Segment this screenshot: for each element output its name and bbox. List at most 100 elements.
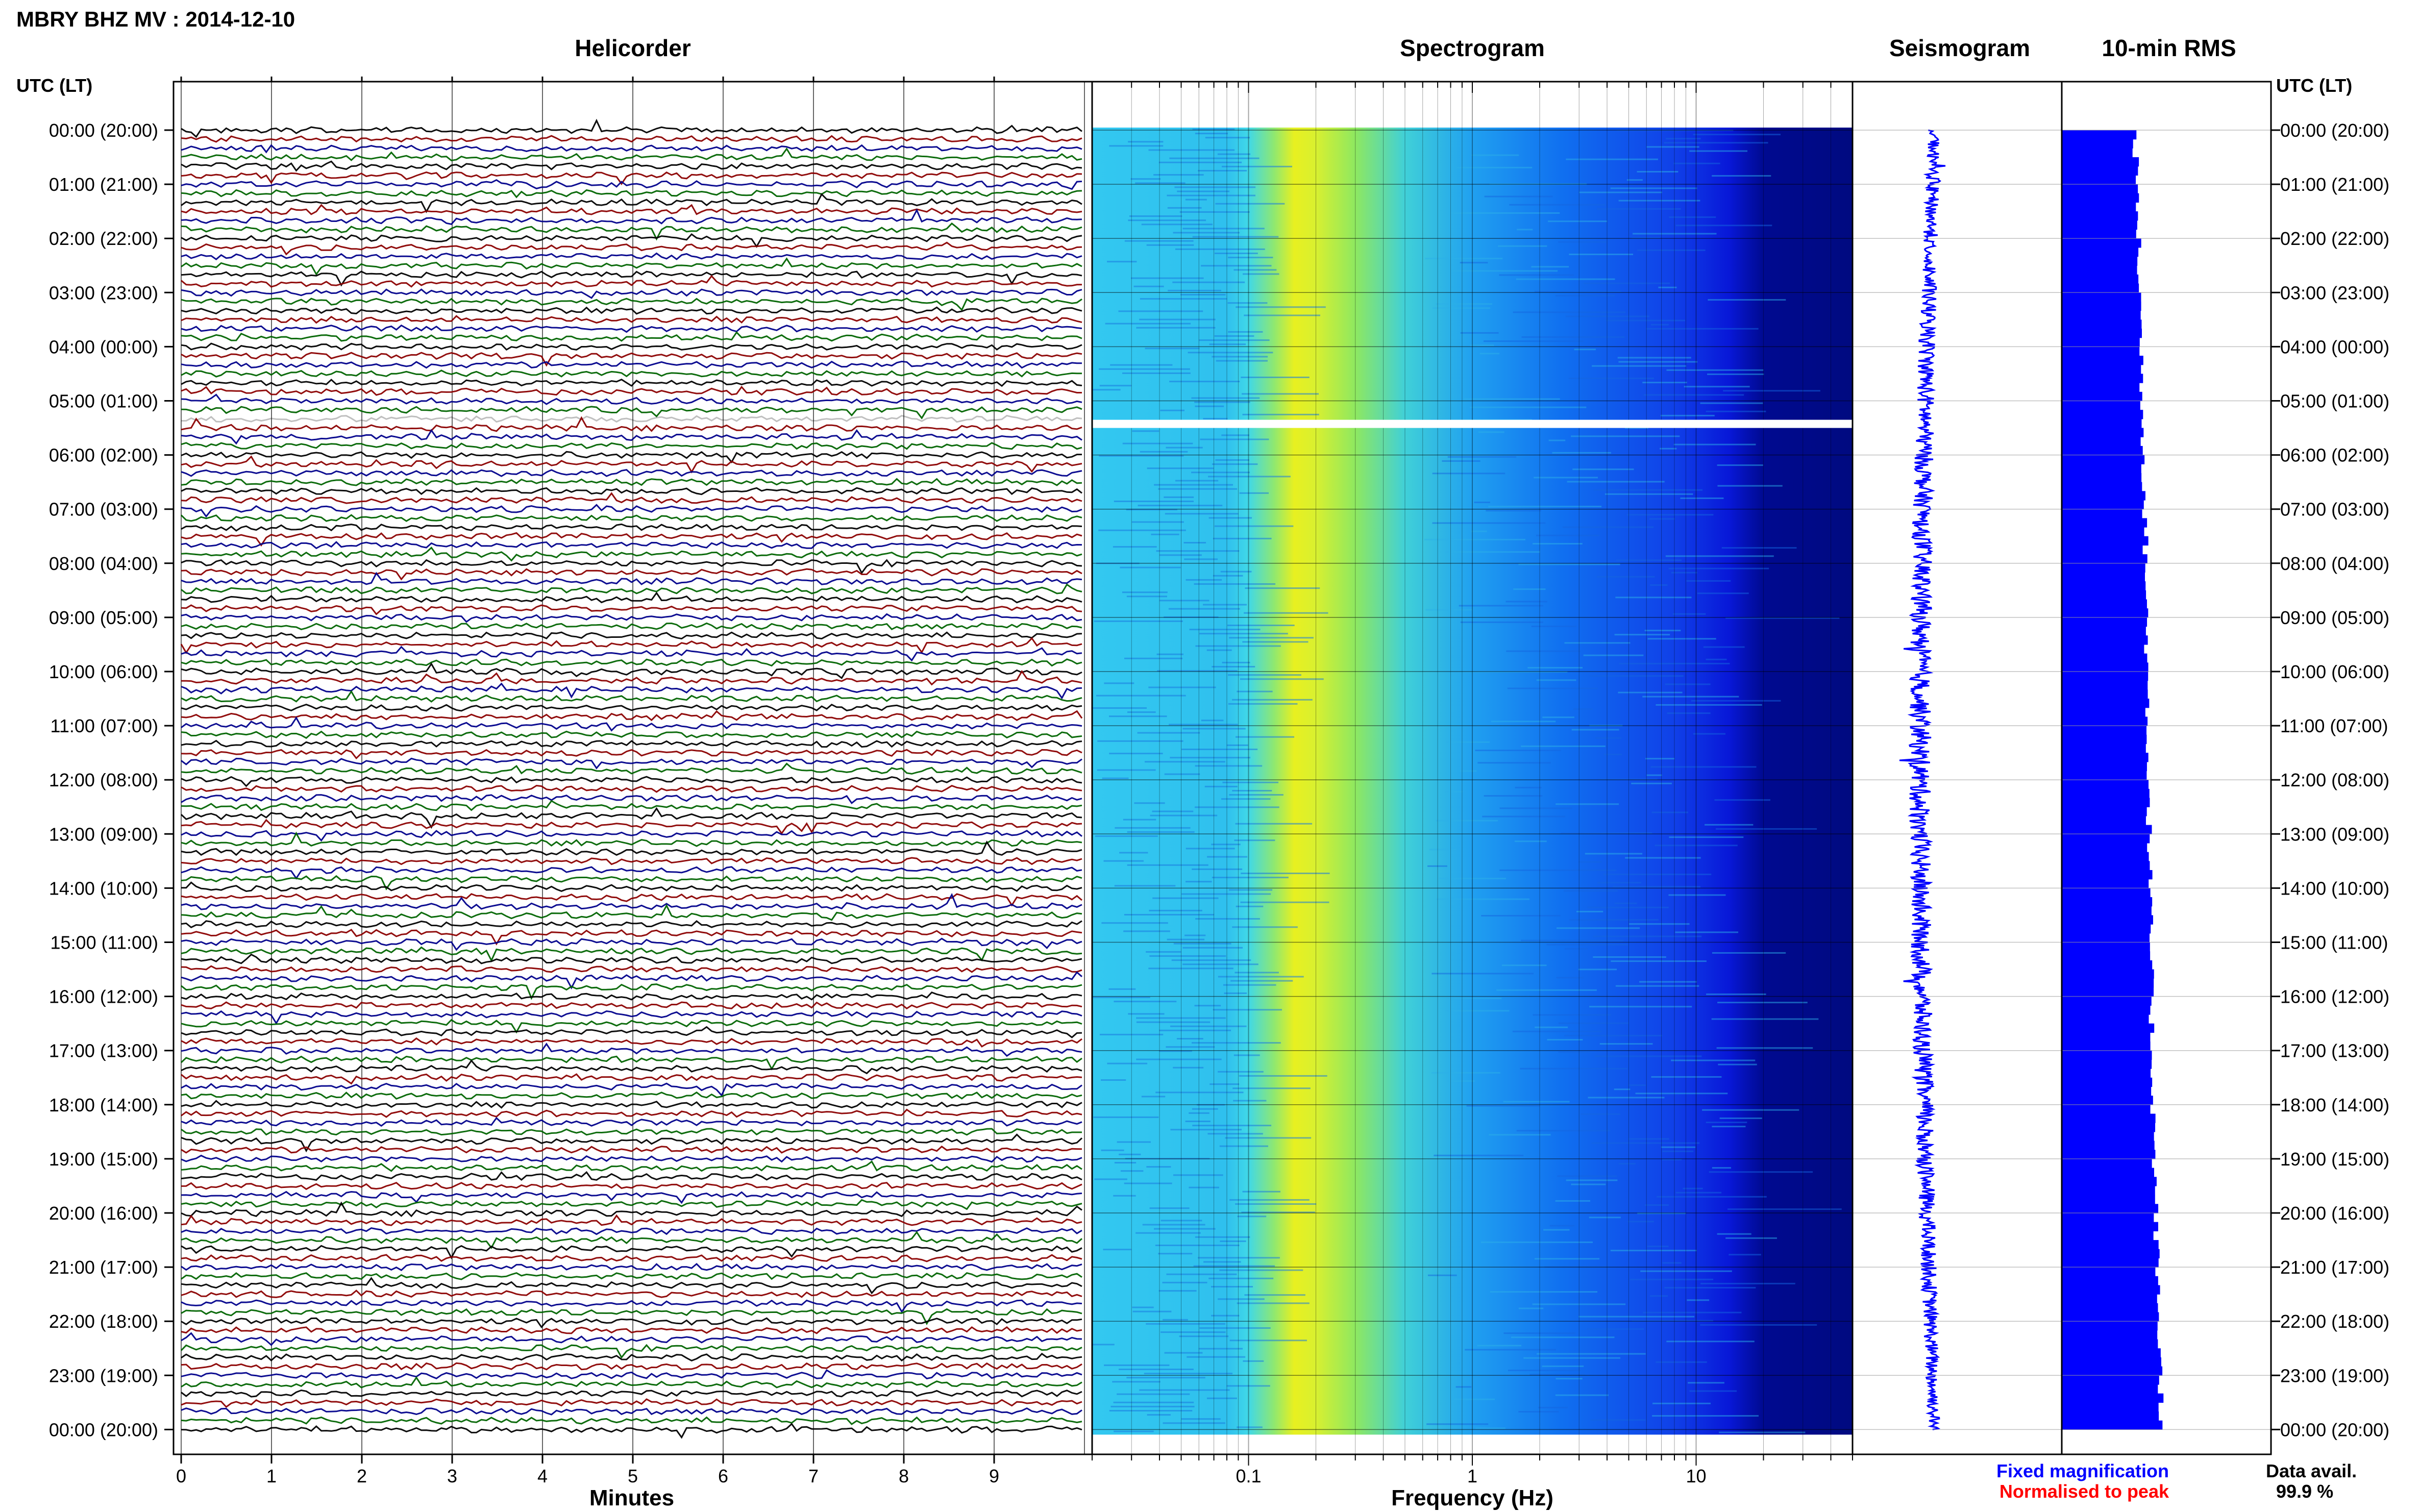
spectrogram-streak xyxy=(1216,360,1268,362)
spectrogram-streak xyxy=(1547,1039,1583,1040)
spectrogram-streak xyxy=(1179,1335,1229,1337)
spectrogram-streak xyxy=(1221,165,1293,167)
spectrogram-streak xyxy=(1104,682,1134,684)
spectrogram-streak xyxy=(1144,761,1225,763)
rms-bar xyxy=(2062,1185,2155,1196)
spectrogram-streak xyxy=(1244,612,1328,614)
spectrogram-streak xyxy=(1101,922,1168,924)
y-tick-label-left: 00:00 (20:00) xyxy=(49,1419,158,1440)
helicorder-trace xyxy=(181,646,1082,662)
spectrogram-streak xyxy=(1578,969,1617,971)
spectrogram-streak xyxy=(1093,1344,1115,1346)
spectrogram-streak xyxy=(1151,533,1179,535)
spectrogram-streak xyxy=(1474,502,1490,503)
spectrogram-streak xyxy=(1184,558,1218,560)
spectrogram-streak xyxy=(1647,1246,1669,1247)
y-tick-label-right: 10:00 (06:00) xyxy=(2280,661,2389,682)
spectrogram-streak xyxy=(1431,973,1534,975)
spectrogram-streak xyxy=(1480,1241,1593,1243)
spectrogram-streak xyxy=(1159,600,1210,602)
spectrogram-streak xyxy=(1566,158,1658,160)
spectrogram-streak xyxy=(1103,1249,1132,1251)
spectrogram-streak xyxy=(1614,1088,1631,1090)
rms-bar xyxy=(2062,1042,2151,1051)
spectrogram-streak xyxy=(1244,314,1320,316)
spectrogram-streak xyxy=(1717,1233,1751,1235)
spectrogram-streak xyxy=(1564,948,1588,950)
spectrogram-streak xyxy=(1170,1129,1242,1131)
spectrogram-streak xyxy=(1113,546,1157,548)
helicorder-x-tick-label: 0 xyxy=(176,1466,186,1486)
helicorder-trace xyxy=(181,342,1082,351)
spectrogram-streak xyxy=(1673,443,1756,445)
spectrogram-streak xyxy=(1192,129,1235,130)
spectrogram-streak xyxy=(1499,869,1617,871)
spectrogram-streak xyxy=(1564,890,1618,892)
spectrogram-streak xyxy=(1574,349,1596,351)
spectrogram-streak xyxy=(1580,1113,1620,1115)
helicorder-trace xyxy=(181,1369,1082,1380)
spectrogram-streak xyxy=(1475,1427,1505,1429)
helicorder-trace xyxy=(181,233,1082,249)
rms-bar xyxy=(2062,301,2141,311)
spectrogram-streak xyxy=(1128,141,1164,143)
spectrogram-streak xyxy=(1470,344,1494,346)
y-tick-label-left: 20:00 (16:00) xyxy=(49,1203,158,1224)
helicorder-trace xyxy=(181,541,1082,550)
spectrogram-streak xyxy=(1185,1121,1211,1122)
spectrogram-streak xyxy=(1538,1406,1568,1408)
spectrogram-streak xyxy=(1119,852,1148,854)
spectrogram-streak xyxy=(1719,1117,1762,1119)
spectrogram-streak xyxy=(1548,439,1566,441)
spectrogram-streak xyxy=(1555,1200,1591,1202)
helicorder-trace xyxy=(181,670,1082,686)
rms-bar xyxy=(2062,653,2148,663)
spectrogram-streak xyxy=(1212,666,1255,667)
spectrogram-x-tick-label: 10 xyxy=(1686,1466,1706,1486)
spectrogram-streak xyxy=(1198,1348,1243,1350)
spectrogram-streak xyxy=(1245,587,1320,589)
spectrogram-streak xyxy=(1164,496,1194,498)
spectrogram-streak xyxy=(1239,492,1269,494)
spectrogram-streak xyxy=(1095,835,1158,837)
spectrogram-streak xyxy=(1643,394,1744,396)
spectrogram-streak xyxy=(1232,699,1313,701)
rms-bar xyxy=(2062,1348,2161,1358)
spectrogram-streak xyxy=(1651,1076,1722,1078)
spectrogram-streak xyxy=(1124,240,1194,242)
spectrogram-streak xyxy=(1173,1174,1223,1176)
helicorder-trace xyxy=(181,965,1082,973)
spectrogram-streak xyxy=(1424,538,1526,540)
spectrogram-streak xyxy=(1214,335,1254,337)
spectrogram-streak xyxy=(1556,1378,1583,1380)
spectrogram-streak xyxy=(1672,613,1706,615)
spectrogram-streak xyxy=(1686,580,1731,582)
spectrogram-streak xyxy=(1219,1269,1303,1271)
spectrogram-streak xyxy=(1666,1341,1755,1343)
spectrogram-streak xyxy=(1204,785,1238,787)
rms-bar xyxy=(2062,726,2146,735)
spectrogram-streak xyxy=(1680,497,1724,499)
spectrogram-streak xyxy=(1169,381,1240,383)
spectrogram-streak xyxy=(1119,1369,1194,1370)
spectrogram-streak xyxy=(1132,1310,1172,1312)
y-tick-label-right: 16:00 (12:00) xyxy=(2280,986,2389,1007)
spectrogram-streak xyxy=(1503,1101,1570,1103)
helicorder-trace xyxy=(181,559,1082,575)
spectrogram-streak xyxy=(1675,1192,1722,1194)
spectrogram-streak xyxy=(1119,1153,1141,1155)
spectrogram-streak xyxy=(1478,431,1504,433)
rms-bar xyxy=(2062,527,2144,537)
rms-bar xyxy=(2062,274,2139,284)
spectrogram-streak xyxy=(1687,1299,1710,1301)
spectrogram-streak xyxy=(1194,583,1276,585)
spectrogram-streak xyxy=(1598,778,1658,780)
spectrogram-streak xyxy=(1096,695,1186,697)
spectrogram-streak xyxy=(1482,815,1566,817)
spectrogram-streak xyxy=(1655,845,1738,847)
helicorder-trace xyxy=(181,920,1082,929)
spectrogram-streak xyxy=(1513,311,1626,313)
spectrogram-streak xyxy=(1488,506,1602,508)
spectrogram-streak xyxy=(1126,509,1177,511)
spectrogram-streak xyxy=(1170,1025,1247,1027)
